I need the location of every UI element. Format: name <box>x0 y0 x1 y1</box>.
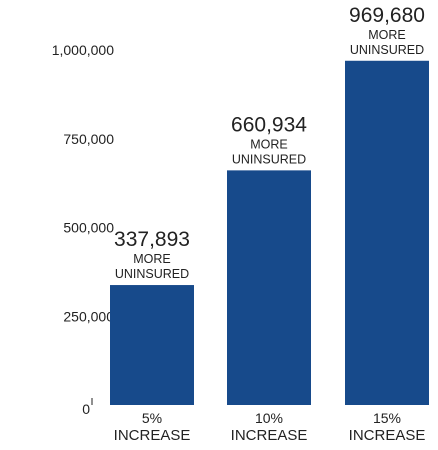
y-tick-label: 750,000 <box>63 131 114 147</box>
bar-annotation: MORE <box>368 28 406 42</box>
bar-annotation: UNINSURED <box>350 43 424 57</box>
y-tick-label: 0 <box>82 401 90 417</box>
data-label: 660,934 <box>231 113 307 136</box>
bar <box>345 60 429 405</box>
x-tick-label: INCREASE <box>231 427 308 444</box>
bar <box>227 170 311 405</box>
data-label: 337,893 <box>114 228 190 251</box>
bar-annotation: MORE <box>133 252 171 266</box>
y-tick-label: 1,000,000 <box>52 42 114 58</box>
x-tick-label: 10% <box>255 410 283 426</box>
x-tick-label: INCREASE <box>114 427 191 444</box>
x-tick-label: 15% <box>373 410 401 426</box>
bar-annotation: UNINSURED <box>232 152 306 166</box>
y-tick-label: 250,000 <box>63 308 114 324</box>
x-tick-label: 5% <box>142 410 162 426</box>
bar-annotation: MORE <box>250 137 288 151</box>
bar <box>110 285 194 405</box>
x-tick-label: INCREASE <box>349 427 426 444</box>
data-label: 969,680 <box>349 4 425 27</box>
bar-annotation: UNINSURED <box>115 267 189 281</box>
y-tick-label: 500,000 <box>63 220 114 236</box>
